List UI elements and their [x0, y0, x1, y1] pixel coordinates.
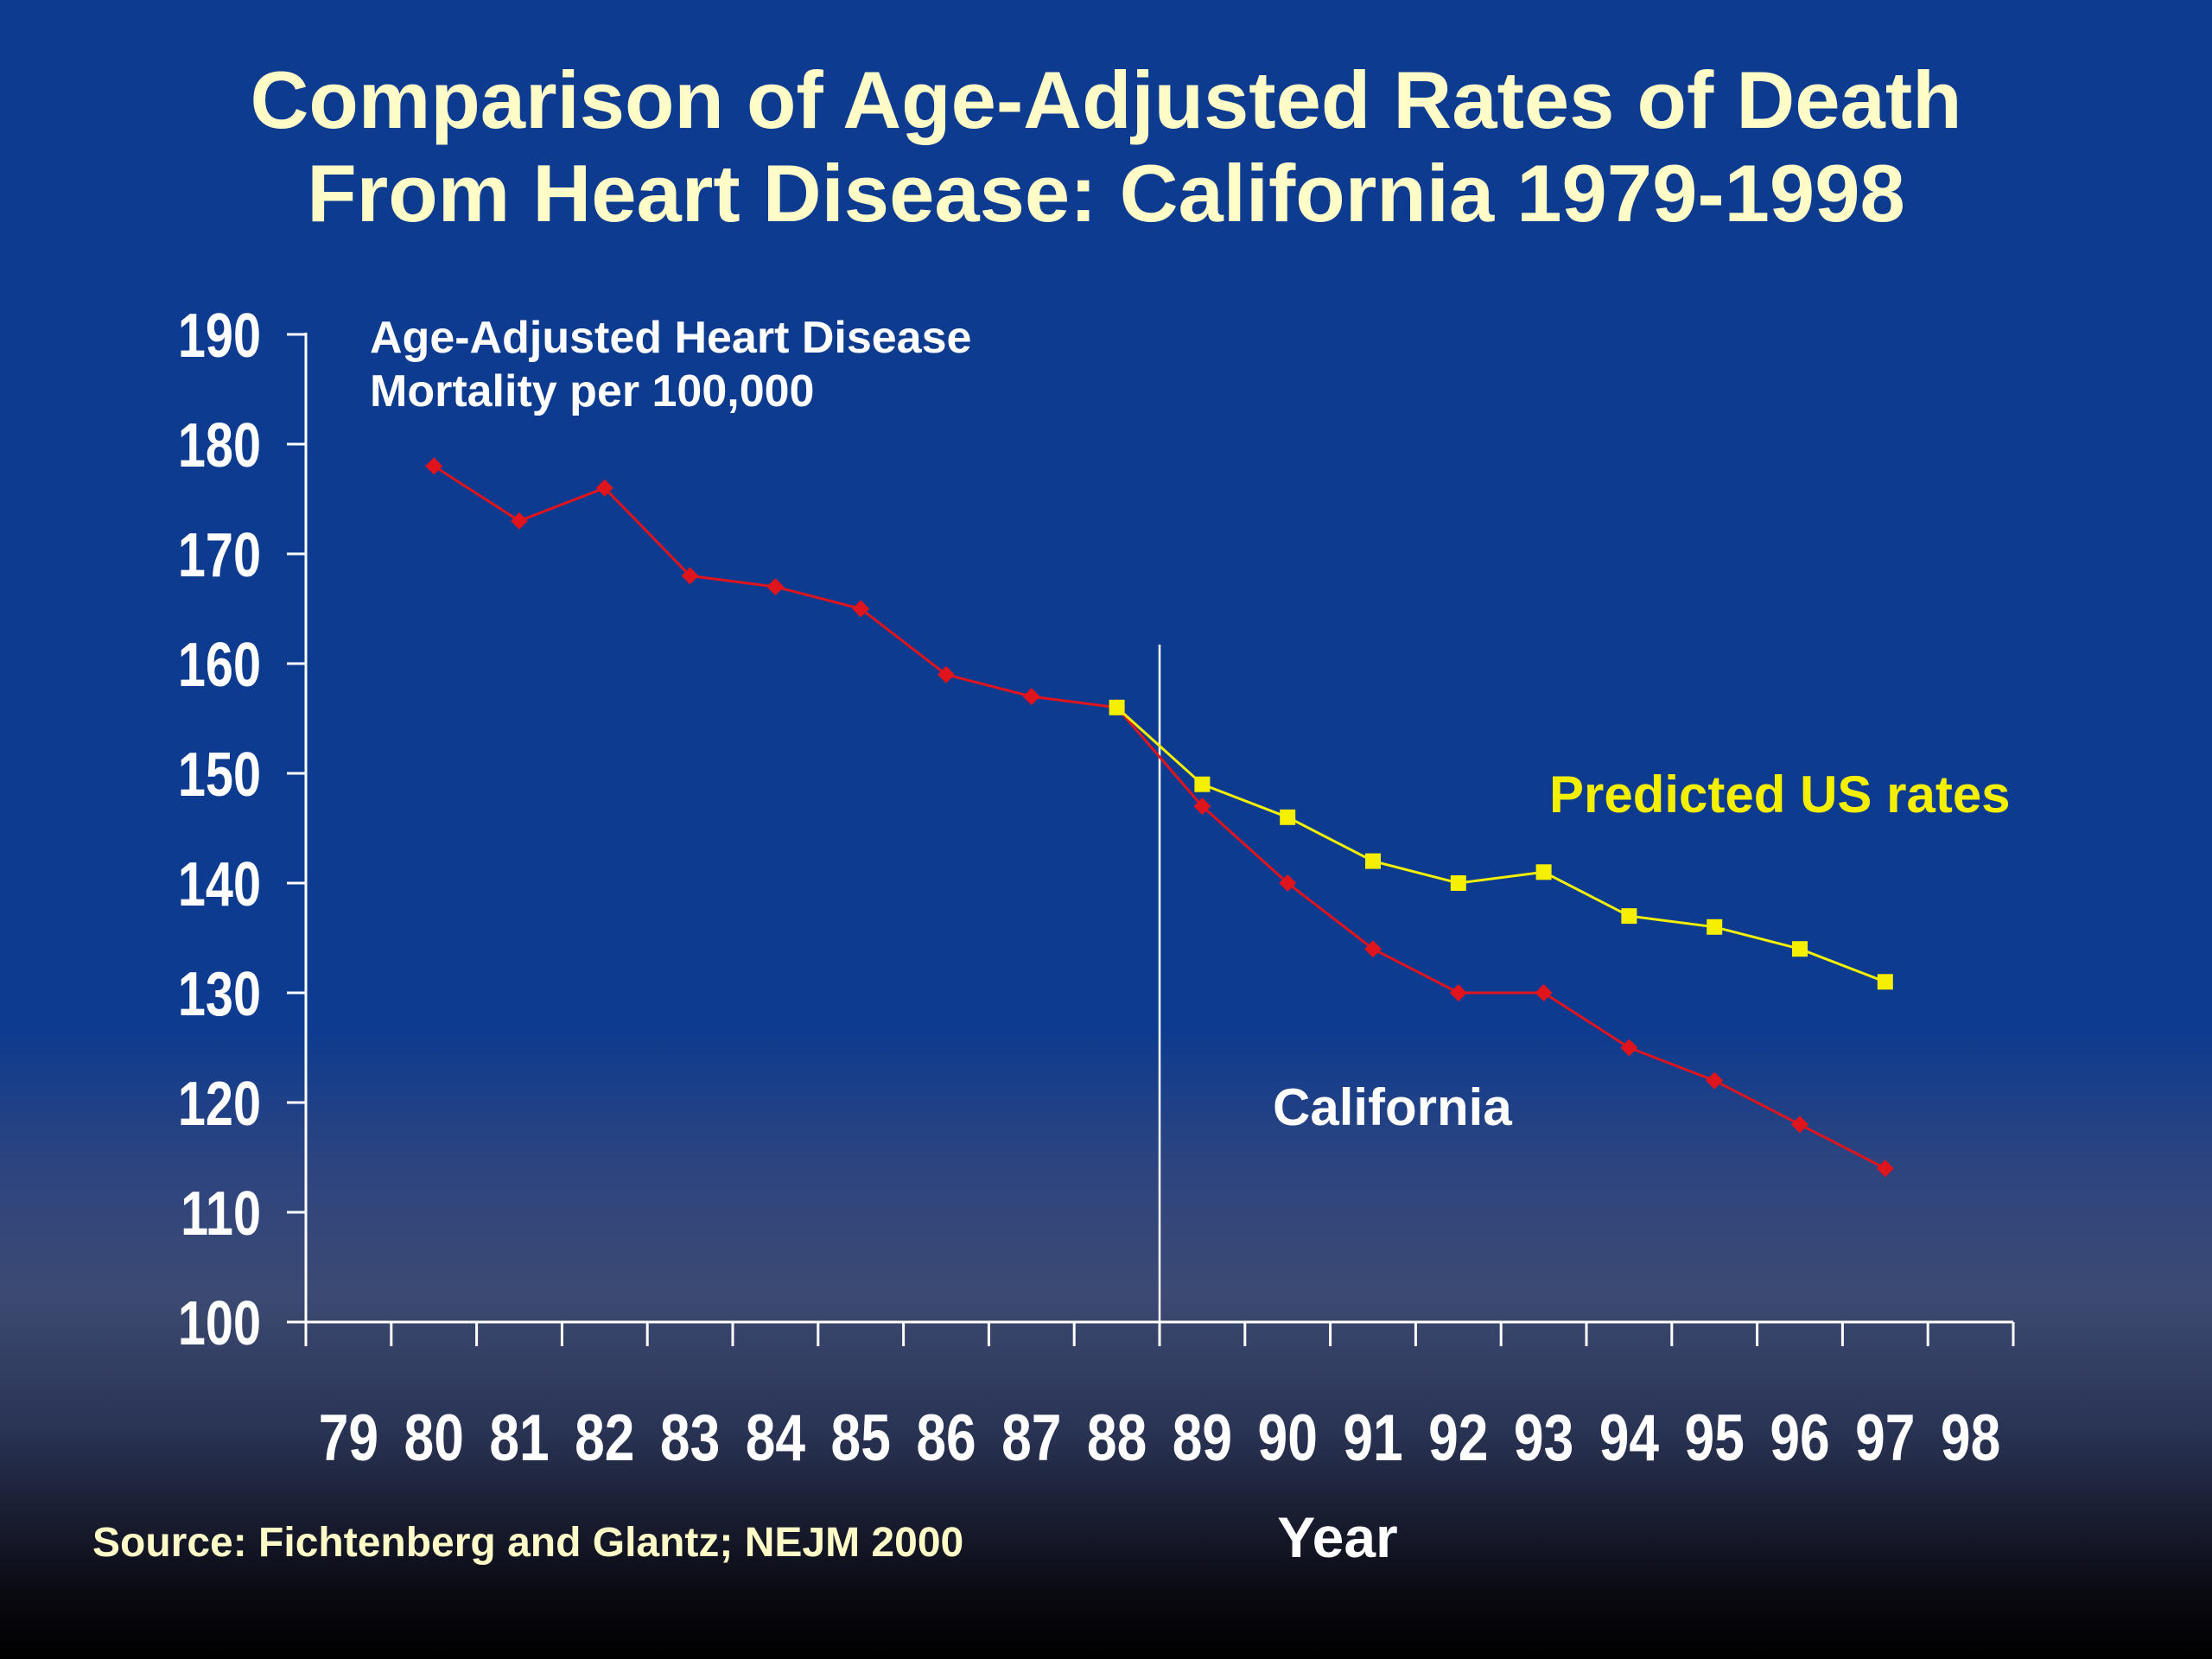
- y-axis-title-line: Mortality per 100,000: [370, 366, 814, 416]
- x-tick-label: 97: [1855, 1401, 1915, 1474]
- predicted-us-point: [1450, 875, 1466, 891]
- x-axis-title: Year: [1277, 1505, 1397, 1569]
- x-tick-label: 81: [489, 1401, 549, 1474]
- y-tick-label: 100: [178, 1288, 261, 1358]
- california-point: [681, 567, 699, 585]
- x-tick-label: 91: [1343, 1401, 1402, 1474]
- california-point: [1193, 798, 1211, 816]
- y-tick-label: 140: [178, 849, 261, 919]
- predicted-us-point: [1365, 853, 1381, 869]
- y-tick-label: 130: [178, 959, 261, 1029]
- california-point: [511, 512, 528, 530]
- california-point: [1706, 1071, 1724, 1090]
- x-tick-label: 87: [1001, 1401, 1061, 1474]
- predicted-us-point: [1707, 918, 1723, 935]
- chart-title: Comparison of Age-Adjusted Rates of Deat…: [0, 54, 2212, 240]
- source-citation: Source: Fichtenberg and Glantz; NEJM 200…: [92, 1520, 964, 1566]
- x-tick-label: 80: [404, 1401, 464, 1474]
- predicted-us-point: [1280, 809, 1296, 825]
- california-point: [1364, 940, 1382, 958]
- x-tick-label: 98: [1941, 1401, 2000, 1474]
- x-tick-label: 82: [575, 1401, 634, 1474]
- california-point: [1535, 984, 1553, 1001]
- california-point: [595, 479, 613, 497]
- y-tick-label: 150: [178, 740, 261, 810]
- predicted-us-point: [1877, 974, 1893, 990]
- california-point: [1876, 1160, 1894, 1178]
- chart-title-line-1: Comparison of Age-Adjusted Rates of Deat…: [250, 54, 1962, 145]
- california-point: [425, 457, 443, 475]
- y-tick-label: 170: [178, 520, 261, 590]
- california-point: [1791, 1116, 1808, 1134]
- predicted-us-series-line: [1116, 706, 1886, 983]
- y-tick-label: 190: [178, 301, 261, 371]
- x-tick-label: 89: [1173, 1401, 1232, 1474]
- california-point: [938, 665, 955, 683]
- x-tick-label: 92: [1428, 1401, 1488, 1474]
- x-tick-label: 84: [746, 1401, 806, 1474]
- california-point: [1449, 984, 1467, 1001]
- california-point: [1620, 1039, 1638, 1057]
- california-label: California: [1273, 1078, 1512, 1136]
- predicted-us-point: [1621, 908, 1637, 925]
- x-tick-label: 79: [319, 1401, 378, 1474]
- x-tick-label: 83: [660, 1401, 720, 1474]
- predicted-us-point: [1535, 864, 1552, 880]
- y-tick-label: 120: [178, 1069, 261, 1139]
- predicted-us-label: Predicted US rates: [1549, 766, 2011, 823]
- y-tick-label: 180: [178, 410, 261, 480]
- x-tick-label: 96: [1770, 1401, 1829, 1474]
- x-tick-label: 88: [1087, 1401, 1147, 1474]
- x-tick-label: 93: [1514, 1401, 1573, 1474]
- chart-title-line-2: From Heart Disease: California 1979-1998: [307, 148, 1905, 238]
- california-series-line: [433, 465, 1886, 1170]
- california-point: [1279, 874, 1297, 892]
- california-point: [766, 578, 785, 596]
- california-point: [852, 600, 870, 618]
- x-tick-label: 95: [1685, 1401, 1745, 1474]
- x-tick-label: 85: [831, 1401, 891, 1474]
- x-tick-label: 94: [1599, 1401, 1660, 1474]
- y-axis-title-line: Age-Adjusted Heart Disease: [370, 313, 971, 363]
- x-tick-label: 90: [1258, 1401, 1318, 1474]
- predicted-us-point: [1194, 776, 1211, 792]
- predicted-us-point: [1792, 941, 1808, 957]
- y-tick-label: 110: [181, 1179, 261, 1249]
- california-point: [1022, 688, 1040, 706]
- predicted-us-point: [1109, 699, 1125, 715]
- x-tick-label: 86: [916, 1401, 976, 1474]
- y-tick-label: 160: [178, 630, 261, 700]
